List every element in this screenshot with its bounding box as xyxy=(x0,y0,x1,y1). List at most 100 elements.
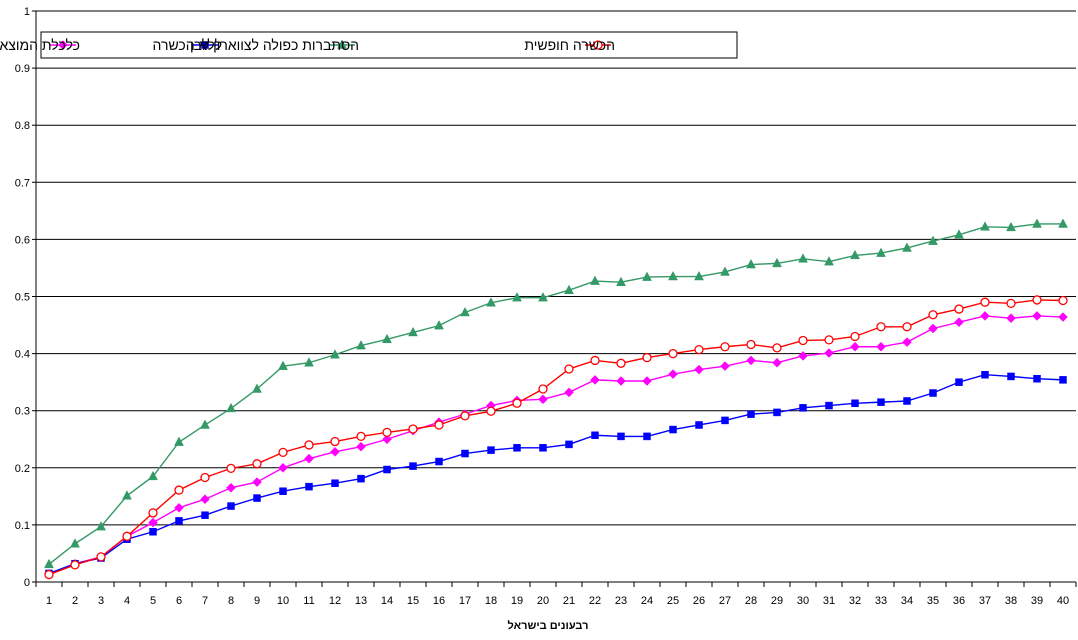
data-point xyxy=(278,447,288,458)
y-tick-label: 0.5 xyxy=(15,292,30,304)
data-point xyxy=(1006,298,1016,309)
data-point xyxy=(96,552,106,562)
data-point xyxy=(590,275,600,285)
data-point xyxy=(356,340,366,350)
x-tick-label: 25 xyxy=(667,595,679,607)
data-point xyxy=(434,420,444,430)
data-point xyxy=(876,247,886,257)
data-point xyxy=(772,357,782,368)
data-point xyxy=(174,502,184,513)
data-point xyxy=(1033,374,1041,383)
data-point xyxy=(877,398,885,406)
x-tick-label: 22 xyxy=(589,595,601,607)
data-point xyxy=(227,502,235,510)
data-point xyxy=(824,348,834,358)
y-tick-label: 0.1 xyxy=(15,520,30,532)
data-point xyxy=(1059,376,1067,384)
data-point xyxy=(200,494,210,505)
data-point xyxy=(1058,295,1068,306)
legend-label: הסתברות כפולה לצווארון לבן xyxy=(190,37,359,53)
data-point xyxy=(304,453,314,464)
data-point xyxy=(304,440,314,450)
x-tick-label: 37 xyxy=(979,595,991,607)
data-point xyxy=(1032,311,1042,321)
data-point xyxy=(616,358,626,368)
x-tick-label: 14 xyxy=(381,595,393,607)
x-tick-label: 40 xyxy=(1057,595,1069,607)
data-point xyxy=(487,446,495,454)
data-point xyxy=(981,370,989,379)
data-point xyxy=(668,369,678,380)
data-point xyxy=(383,465,391,474)
gridlines xyxy=(36,10,1076,526)
data-point xyxy=(409,462,417,470)
data-point xyxy=(773,408,781,417)
data-point xyxy=(356,441,366,452)
legend-item-3: הכשרה חופשית xyxy=(524,37,615,53)
data-point xyxy=(44,558,54,569)
data-point xyxy=(980,221,990,231)
legend-item-2: הסתברות כפולה לצווארון לבן xyxy=(190,37,359,53)
y-tick-label: 0.7 xyxy=(15,177,30,189)
data-point xyxy=(590,375,600,385)
data-point xyxy=(798,253,808,263)
x-tick-label: 8 xyxy=(228,595,234,607)
data-point xyxy=(486,297,496,307)
data-point xyxy=(642,271,652,281)
data-point xyxy=(460,411,470,421)
series-3 xyxy=(44,295,1068,580)
data-point xyxy=(954,304,964,314)
data-point xyxy=(330,446,340,457)
legend-label: ללא הכשרה xyxy=(153,37,222,53)
data-point xyxy=(694,270,704,281)
data-point xyxy=(513,444,521,452)
x-tick-label: 24 xyxy=(641,595,653,607)
series-line xyxy=(48,299,1064,576)
data-point xyxy=(356,431,366,442)
data-point xyxy=(851,399,859,408)
data-point xyxy=(174,485,184,495)
x-tick-label: 21 xyxy=(563,595,575,607)
y-tick-label: 0.6 xyxy=(15,234,30,246)
data-point xyxy=(668,270,678,281)
data-point xyxy=(148,470,158,481)
legend-label: הכשרה חופשית xyxy=(524,37,615,53)
series-0 xyxy=(44,311,1068,579)
x-tick-label: 1 xyxy=(46,595,52,607)
data-point xyxy=(590,355,600,366)
data-point xyxy=(512,292,522,302)
x-tick-label: 9 xyxy=(254,595,260,607)
data-point xyxy=(902,242,912,252)
x-tick-label: 20 xyxy=(537,595,549,607)
data-point xyxy=(278,360,288,370)
data-point xyxy=(70,560,80,570)
x-tick-label: 23 xyxy=(615,595,627,607)
series xyxy=(44,218,1068,580)
x-tick-label: 6 xyxy=(176,595,182,607)
data-point xyxy=(279,487,287,495)
y-tick-label: 0.3 xyxy=(15,406,30,418)
data-point xyxy=(876,322,886,332)
data-point xyxy=(96,521,106,531)
data-point xyxy=(850,249,860,260)
data-point xyxy=(278,462,288,473)
data-point xyxy=(539,444,547,452)
data-point xyxy=(149,528,157,536)
x-tick-label: 33 xyxy=(875,595,887,607)
data-point xyxy=(538,292,548,302)
data-point xyxy=(1006,221,1016,232)
x-tick-label: 15 xyxy=(407,595,419,607)
data-point xyxy=(330,436,340,447)
data-point xyxy=(226,463,236,474)
data-point xyxy=(330,349,340,359)
data-point xyxy=(954,317,964,328)
x-tick-label: 13 xyxy=(355,595,367,607)
data-point xyxy=(616,276,626,286)
x-tick-label: 31 xyxy=(823,595,835,607)
data-point xyxy=(824,256,834,266)
data-point xyxy=(512,398,522,408)
series-line xyxy=(48,315,1064,575)
data-point xyxy=(252,459,262,469)
data-point xyxy=(643,432,651,441)
